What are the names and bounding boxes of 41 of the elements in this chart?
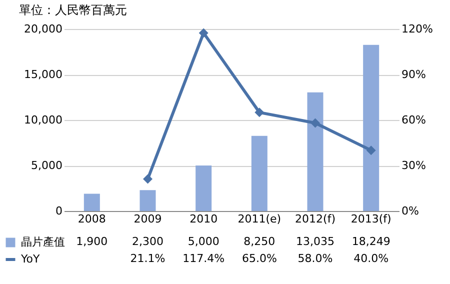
- y-tick-label: 15,000: [24, 68, 62, 81]
- data-label: 21.1%: [130, 252, 166, 265]
- y2-tick-label: 30%: [402, 159, 426, 172]
- data-label: 18,249: [352, 235, 390, 248]
- data-label: 5,000: [188, 235, 220, 248]
- data-label: 65.0%: [242, 252, 277, 265]
- y2-tick-label: 90%: [402, 68, 426, 81]
- data-label: 13,035: [296, 235, 334, 248]
- x-tick-label: 2010: [190, 212, 218, 226]
- x-tick-label: 2011(e): [238, 212, 282, 226]
- x-tick-label: 2012(f): [295, 212, 336, 226]
- data-label: 2,300: [132, 235, 164, 248]
- y-tick-label: 20,000: [24, 22, 62, 36]
- x-tick-label: 2009: [134, 212, 162, 226]
- chart-title: 單位：人民幣百萬元: [19, 3, 127, 17]
- bar: [307, 92, 324, 211]
- data-label: 1,900: [76, 235, 108, 248]
- data-label: 40.0%: [354, 252, 389, 265]
- point: [254, 108, 264, 118]
- data-label: 58.0%: [298, 252, 333, 265]
- y2-tick-label: 0%: [402, 204, 419, 218]
- data-label: 117.4%: [182, 252, 225, 265]
- bar: [196, 166, 212, 211]
- y-tick-label: 0: [56, 204, 62, 218]
- x-tick-label: 2013(f): [350, 212, 392, 226]
- data-label: 8,250: [244, 235, 276, 248]
- y-tick-label: 10,000: [24, 114, 62, 126]
- bar: [363, 44, 380, 211]
- y-tick-label: 5,000: [31, 159, 62, 172]
- bar: [84, 194, 100, 211]
- point: [198, 28, 208, 38]
- point: [366, 146, 376, 156]
- legend-label: 晶片產值: [21, 236, 65, 248]
- point: [310, 118, 320, 128]
- bar: [251, 136, 268, 211]
- y2-tick-label: 120%: [402, 22, 433, 36]
- legend-label: YoY: [20, 252, 40, 266]
- x-tick-label: 2008: [78, 212, 106, 226]
- y2-tick-label: 60%: [402, 114, 426, 126]
- bar: [140, 190, 156, 211]
- point: [143, 174, 152, 184]
